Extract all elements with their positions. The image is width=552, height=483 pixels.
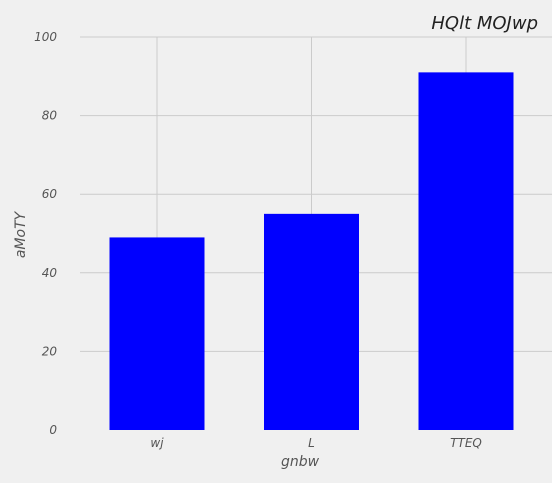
- chart-title: HQlt MOJwp: [431, 13, 538, 34]
- x-tick-label: TTEQ: [450, 436, 482, 450]
- x-tick-label: L: [308, 436, 315, 450]
- x-axis-ticks: wj L TTEQ: [150, 436, 481, 450]
- bar-l: [264, 213, 359, 430]
- y-tick-label: 0: [49, 423, 57, 437]
- bar-series: [109, 72, 514, 431]
- y-axis-ticks: 0 20 40 60 80 100: [34, 30, 57, 437]
- y-tick-label: 20: [42, 344, 58, 358]
- y-axis-label: aMoTY: [13, 210, 29, 258]
- bar-wj: [109, 237, 205, 430]
- y-tick-label: 60: [42, 187, 58, 201]
- y-tick-label: 80: [42, 109, 58, 123]
- y-tick-label: 100: [34, 30, 57, 44]
- x-tick-label: wj: [150, 436, 164, 450]
- bar-tteq: [418, 72, 514, 431]
- x-axis-label: gnbw: [281, 454, 320, 470]
- y-tick-label: 40: [42, 266, 58, 280]
